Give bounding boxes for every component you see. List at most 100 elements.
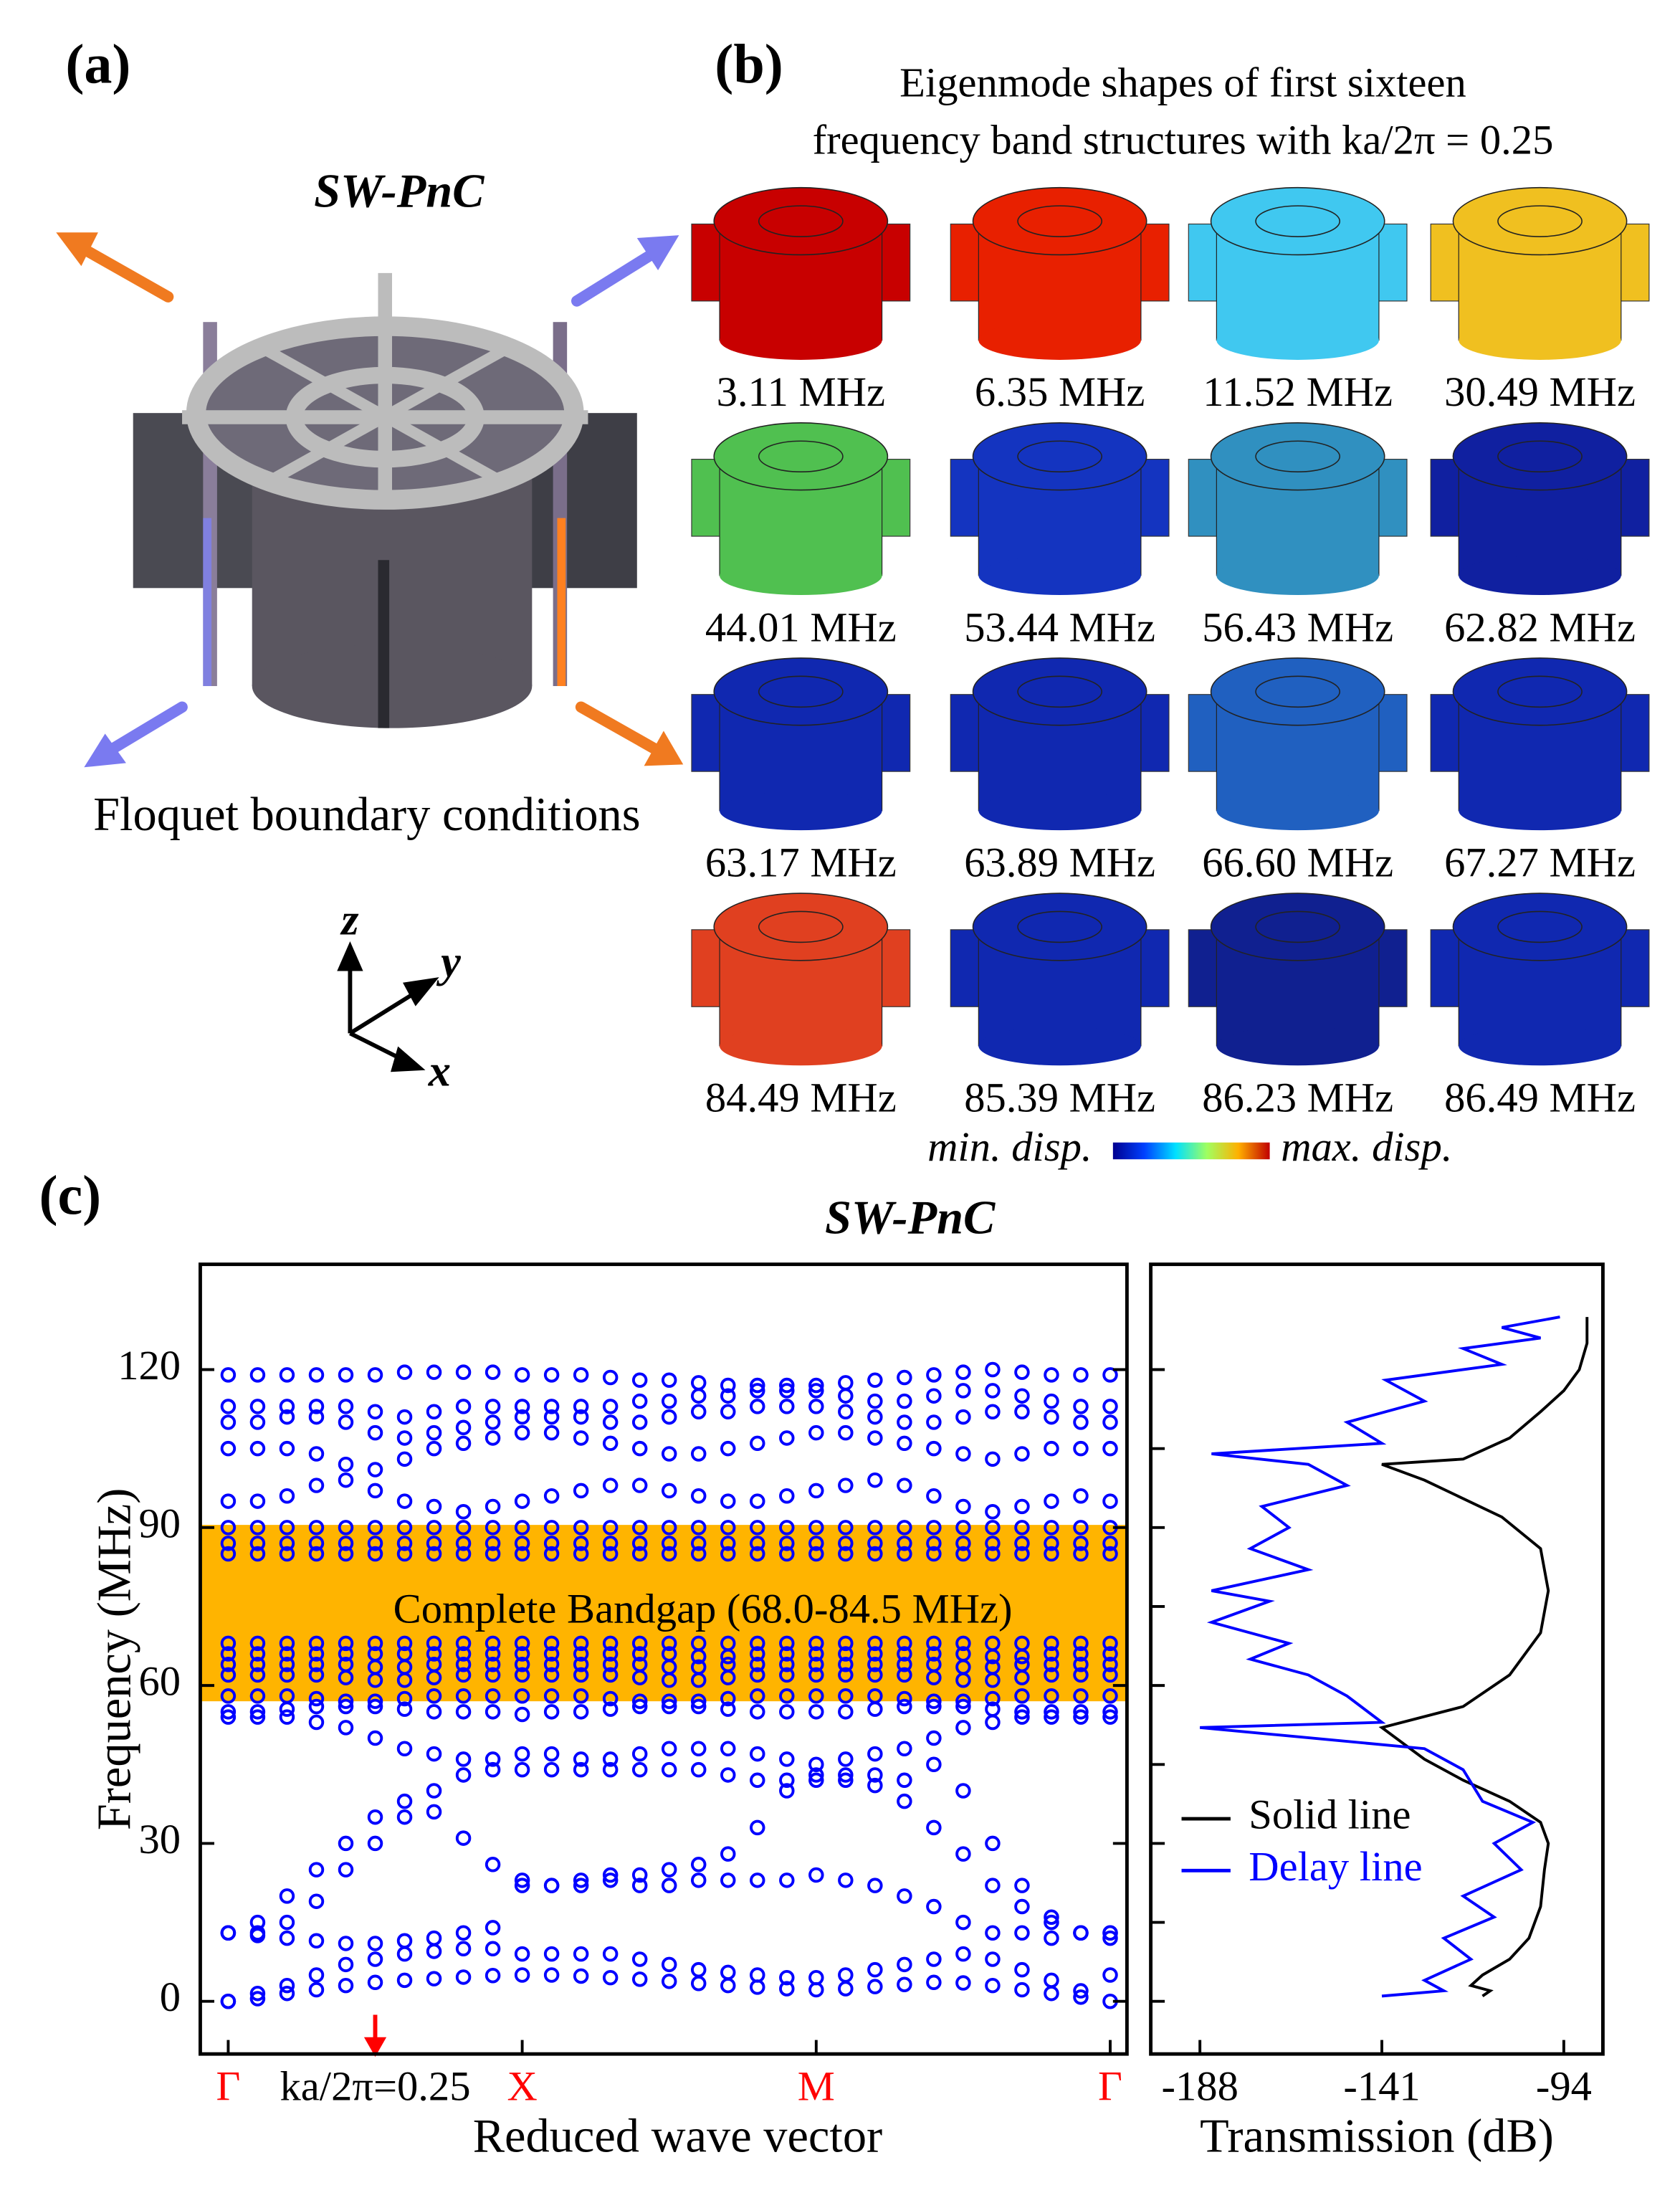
band-point bbox=[514, 1635, 530, 1652]
band-point bbox=[985, 1977, 1001, 1994]
band-point bbox=[573, 1635, 589, 1652]
band-point bbox=[838, 1667, 854, 1683]
band-point bbox=[396, 1809, 413, 1825]
band-point bbox=[1102, 1704, 1118, 1720]
band-point bbox=[1073, 1367, 1089, 1383]
band-point bbox=[338, 1546, 354, 1562]
band-point bbox=[396, 1430, 413, 1446]
band-point bbox=[867, 1767, 883, 1783]
band-point bbox=[338, 1720, 354, 1736]
band-point bbox=[220, 1709, 237, 1725]
band-point bbox=[867, 1646, 883, 1662]
band-point bbox=[750, 1688, 765, 1704]
band-point bbox=[602, 1435, 619, 1452]
band-point bbox=[631, 1520, 648, 1536]
bandgap-label: Complete Bandgap (68.0-84.5 MHz) bbox=[393, 1586, 1013, 1632]
band-point bbox=[426, 1364, 442, 1380]
band-point bbox=[926, 1730, 942, 1746]
band-point bbox=[543, 1967, 560, 1983]
band-point bbox=[573, 1946, 589, 1962]
band-point bbox=[426, 1546, 442, 1562]
band-point bbox=[750, 1704, 765, 1720]
band-point bbox=[543, 1656, 560, 1672]
band-point bbox=[367, 1536, 383, 1551]
mode-top bbox=[713, 422, 889, 491]
band-point bbox=[220, 1646, 237, 1662]
band-point bbox=[720, 1741, 736, 1756]
band-point bbox=[279, 1977, 295, 1994]
band-point bbox=[485, 1646, 501, 1662]
band-point bbox=[455, 1399, 472, 1414]
mode-top bbox=[758, 910, 844, 943]
band-point bbox=[1044, 1930, 1059, 1946]
band-point bbox=[396, 1933, 413, 1949]
mode-top bbox=[713, 186, 889, 256]
band-point bbox=[631, 1656, 648, 1672]
band-point bbox=[220, 1667, 237, 1683]
band-point bbox=[338, 1414, 354, 1430]
mode-top bbox=[1452, 657, 1628, 726]
band-point bbox=[396, 1972, 413, 1989]
band-point bbox=[750, 1383, 765, 1399]
band-point bbox=[602, 1946, 619, 1962]
band-point bbox=[808, 1772, 824, 1789]
band-point bbox=[367, 1367, 383, 1383]
band-point bbox=[602, 1646, 619, 1662]
band-point bbox=[367, 1546, 383, 1562]
band-point bbox=[897, 1956, 912, 1973]
band-point bbox=[838, 1477, 854, 1493]
band-point bbox=[779, 1969, 795, 1986]
mode-top bbox=[1497, 440, 1583, 472]
band-point bbox=[1014, 1536, 1030, 1551]
band-point bbox=[338, 1693, 354, 1709]
band-point bbox=[926, 1367, 942, 1383]
band-point bbox=[338, 1635, 354, 1652]
mode-top bbox=[1216, 556, 1379, 596]
band-point bbox=[897, 1635, 912, 1652]
band-point bbox=[897, 1435, 912, 1452]
band-point bbox=[279, 1546, 295, 1562]
band-point bbox=[720, 1388, 736, 1404]
band-point bbox=[1073, 1399, 1089, 1414]
band-point bbox=[750, 1493, 765, 1509]
band-point bbox=[514, 1656, 530, 1672]
mode-top bbox=[1459, 791, 1621, 831]
band-point bbox=[750, 1546, 765, 1562]
band-point bbox=[220, 1704, 237, 1720]
band-point bbox=[220, 1367, 237, 1383]
band-point bbox=[955, 1546, 971, 1562]
band-point bbox=[897, 1741, 912, 1756]
mode-top bbox=[720, 1026, 882, 1066]
band-point bbox=[926, 1646, 942, 1662]
band-point bbox=[838, 1751, 854, 1767]
band-point bbox=[308, 1536, 325, 1551]
band-point bbox=[631, 1393, 648, 1409]
band-point bbox=[514, 1667, 530, 1683]
band-point bbox=[338, 1977, 354, 1994]
band-point bbox=[1014, 1446, 1030, 1462]
band-point bbox=[1102, 1635, 1118, 1652]
band-point bbox=[367, 1404, 383, 1419]
band-point bbox=[779, 1783, 795, 1799]
band-point bbox=[249, 1704, 266, 1720]
band-point bbox=[514, 1409, 530, 1425]
band-point bbox=[426, 1971, 442, 1986]
band-point bbox=[985, 1404, 1001, 1419]
unit-cell-drawing bbox=[56, 232, 684, 768]
band-point bbox=[396, 1793, 413, 1809]
band-point bbox=[573, 1704, 589, 1720]
band-point bbox=[926, 1951, 942, 1967]
band-point bbox=[1102, 1930, 1118, 1946]
mode-top bbox=[1497, 205, 1583, 237]
band-point bbox=[1073, 1536, 1089, 1551]
band-point bbox=[750, 1435, 765, 1452]
band-point bbox=[543, 1424, 560, 1441]
band-point bbox=[396, 1364, 413, 1380]
band-point bbox=[455, 1419, 472, 1436]
band-point bbox=[985, 1690, 1001, 1707]
band-point bbox=[867, 1393, 883, 1409]
band-point bbox=[750, 1399, 765, 1414]
band-point bbox=[867, 1536, 883, 1551]
mode-top bbox=[1216, 320, 1379, 360]
band-point bbox=[661, 1698, 677, 1715]
